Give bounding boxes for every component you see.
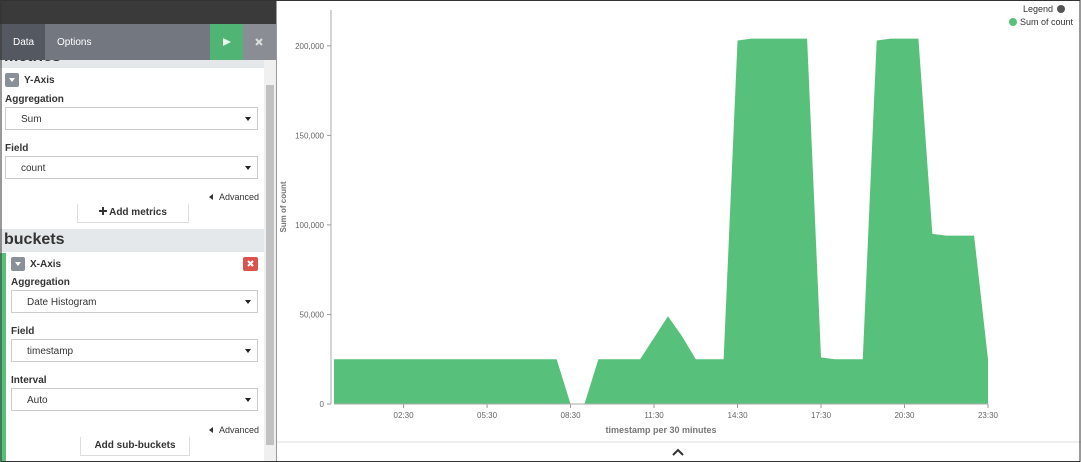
section-header: [0, 60, 264, 68]
add-button[interactable]: Add metrics: [77, 204, 189, 223]
expand-icon[interactable]: [672, 448, 684, 456]
tab-active[interactable]: [0, 24, 45, 60]
legend-entry: Sum of count: [1020, 17, 1074, 27]
x-tick-label: 05:30: [477, 411, 498, 420]
y-tick-label: 200,000: [295, 42, 324, 51]
x-tick-label: 20:30: [894, 411, 915, 420]
close-icon: [255, 38, 263, 46]
select-value: Sum: [21, 114, 42, 125]
add-button[interactable]: Add sub-buckets: [80, 437, 190, 456]
area: [334, 38, 988, 405]
x-tick-label: 23:30: [978, 411, 999, 420]
y-tick-label: 0: [320, 400, 325, 409]
top-bar: [0, 0, 276, 24]
label: Field: [11, 326, 35, 337]
section-title: metrics: [4, 60, 61, 66]
stripe: [0, 253, 6, 462]
select-value: Auto: [27, 395, 48, 406]
agg-title: Y-Axis: [24, 75, 55, 86]
select-value: count: [21, 163, 46, 174]
divider: [276, 0, 277, 462]
tab-bar: Data Options: [0, 24, 276, 60]
toggle[interactable]: [11, 257, 25, 271]
label: Aggregation: [11, 277, 70, 288]
section-header: [0, 229, 264, 252]
select[interactable]: Sum: [5, 107, 258, 130]
select[interactable]: timestamp: [11, 339, 258, 362]
label: Aggregation: [5, 94, 64, 105]
x-axis-label: timestamp per 30 minutes: [605, 425, 716, 435]
scroll-thumb[interactable]: [266, 85, 274, 445]
select-value: timestamp: [27, 346, 74, 357]
discard-button[interactable]: [243, 24, 276, 60]
x-tick-label: 14:30: [728, 411, 749, 420]
add-button-text: Add metrics: [109, 207, 167, 218]
y-tick-label: 150,000: [295, 131, 324, 140]
label: Field: [5, 143, 29, 154]
remove-button[interactable]: [243, 257, 258, 271]
y-tick-label: 50,000: [300, 310, 325, 319]
advanced-link[interactable]: Advanced: [218, 192, 259, 202]
legend-title: Legend: [1023, 4, 1053, 14]
select[interactable]: count: [5, 156, 258, 179]
x-tick-label: 08:30: [561, 411, 582, 420]
select[interactable]: Date Histogram: [11, 290, 258, 313]
legend-marker: [1009, 18, 1017, 26]
section-title: buckets: [4, 231, 65, 248]
tab[interactable]: Options: [57, 37, 92, 48]
toggle[interactable]: [5, 73, 19, 87]
scrollbar[interactable]: [264, 60, 276, 462]
sidebar: metrics Y-Axis Aggregation Sum Field cou…: [0, 60, 264, 462]
add-button-text: Add sub-buckets: [94, 440, 176, 451]
x-tick-label: 02:30: [394, 411, 415, 420]
play-icon: [223, 38, 231, 46]
x-tick-label: 17:30: [811, 411, 832, 420]
advanced-link[interactable]: Advanced: [218, 425, 259, 435]
select-value: Date Histogram: [27, 297, 97, 308]
y-axis-label: Sum of count: [279, 181, 288, 232]
legend-toggle[interactable]: [1057, 5, 1065, 13]
label: Interval: [11, 375, 47, 386]
apply-button[interactable]: [210, 24, 243, 60]
select[interactable]: Auto: [11, 388, 258, 411]
x-tick-label: 11:30: [644, 411, 664, 420]
agg-title: X-Axis: [30, 259, 62, 270]
tab[interactable]: Data: [13, 37, 35, 48]
y-tick-label: 100,000: [295, 221, 324, 230]
